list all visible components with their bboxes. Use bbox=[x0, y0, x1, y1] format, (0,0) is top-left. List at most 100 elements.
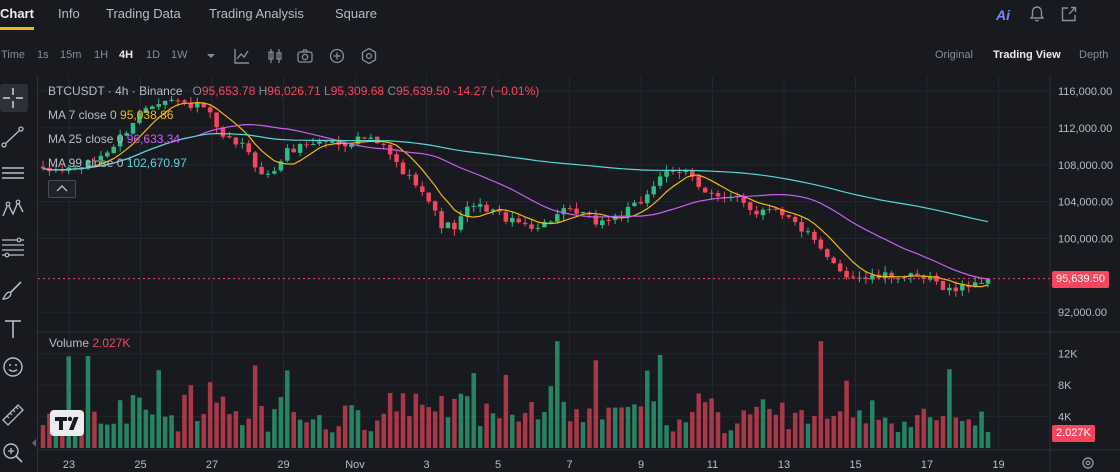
view-trading-view[interactable]: Trading View bbox=[993, 49, 1061, 61]
volume-bar bbox=[445, 417, 451, 448]
volume-bar bbox=[522, 412, 528, 448]
ma25-row[interactable]: MA 25 close 0 96,633.34 bbox=[48, 132, 180, 146]
volume-bar bbox=[735, 423, 740, 448]
candle-body bbox=[330, 141, 335, 143]
tab-trading-analysis[interactable]: Trading Analysis bbox=[209, 6, 304, 21]
volume-label: Volume bbox=[49, 336, 90, 350]
candle-body bbox=[452, 222, 457, 230]
camera-icon[interactable] bbox=[296, 47, 314, 65]
volume-bar bbox=[979, 411, 984, 448]
brush-icon[interactable] bbox=[0, 278, 26, 304]
volume-bar bbox=[773, 414, 779, 448]
ai-icon[interactable]: Ai bbox=[996, 7, 1010, 23]
candle-body bbox=[490, 209, 496, 212]
candle-body bbox=[130, 122, 136, 134]
symbol-label[interactable]: BTCUSDT · 4h · Binance bbox=[48, 84, 183, 98]
tab-chart[interactable]: Chart bbox=[0, 6, 34, 21]
volume-bar bbox=[863, 423, 869, 448]
candle-body bbox=[188, 102, 194, 108]
volume-bar bbox=[895, 431, 901, 448]
ma99-row[interactable]: MA 99 close 0 102,670.97 bbox=[48, 156, 187, 170]
candle-body bbox=[870, 274, 875, 280]
legend-collapse-button[interactable] bbox=[48, 180, 76, 198]
volume-bar bbox=[375, 420, 380, 448]
change-value: -14.27 (−0.01%) bbox=[452, 84, 540, 98]
candle-body bbox=[400, 162, 406, 175]
candle-body bbox=[786, 214, 791, 217]
candle-body bbox=[535, 227, 541, 229]
ma7-row[interactable]: MA 7 close 0 95,038.86 bbox=[48, 108, 173, 122]
volume-bar bbox=[805, 423, 811, 448]
candle-body bbox=[362, 137, 367, 139]
view-original[interactable]: Original bbox=[935, 49, 973, 61]
emoji-icon[interactable] bbox=[0, 354, 26, 380]
volume-bar bbox=[670, 431, 676, 448]
indicators-icon[interactable] bbox=[233, 47, 251, 65]
tab-info[interactable]: Info bbox=[58, 6, 80, 21]
volume-bar bbox=[66, 356, 71, 448]
sidebar-collapse-icon[interactable] bbox=[30, 438, 38, 448]
fibonacci-icon[interactable] bbox=[0, 234, 26, 260]
candle-body bbox=[79, 167, 84, 169]
volume-bar bbox=[908, 426, 914, 448]
volume-bar bbox=[407, 416, 412, 448]
settings-icon[interactable] bbox=[360, 47, 378, 65]
trend-line-icon[interactable] bbox=[0, 124, 26, 150]
crosshair-icon[interactable] bbox=[0, 85, 26, 111]
volume-bar bbox=[182, 394, 187, 448]
interval-1d[interactable]: 1D bbox=[146, 49, 161, 61]
date-tick-label: 9 bbox=[638, 459, 644, 471]
interval-dropdown-icon[interactable] bbox=[202, 47, 220, 65]
volume-bar bbox=[285, 370, 290, 448]
volume-bar bbox=[342, 405, 348, 448]
interval-1w[interactable]: 1W bbox=[171, 49, 188, 61]
volume-bar bbox=[291, 412, 296, 448]
candle-body bbox=[516, 218, 521, 223]
active-tab-indicator bbox=[0, 27, 34, 30]
candle-body bbox=[825, 249, 830, 257]
date-tick-label: Nov bbox=[345, 459, 365, 471]
zoom-in-icon[interactable] bbox=[0, 440, 26, 466]
price-chart[interactable]: 116,000.00 112,000.00 108,000.00 104,000.00… bbox=[38, 76, 1120, 472]
interval-4h[interactable]: 4H bbox=[119, 49, 134, 61]
chart-type-icon[interactable] bbox=[266, 47, 284, 65]
date-tick-label: 7 bbox=[566, 459, 572, 471]
candle-body bbox=[169, 99, 174, 101]
volume-bar bbox=[651, 401, 656, 448]
view-depth[interactable]: Depth bbox=[1079, 49, 1109, 61]
candle-body bbox=[259, 166, 264, 175]
pattern-tool-icon[interactable] bbox=[0, 196, 26, 222]
candle-body bbox=[915, 273, 920, 276]
chart-settings-gear-icon[interactable] bbox=[1080, 455, 1096, 471]
interval-1h[interactable]: 1H bbox=[94, 49, 109, 61]
tab-trading-data[interactable]: Trading Data bbox=[106, 6, 181, 21]
tab-square[interactable]: Square bbox=[335, 6, 377, 21]
volume-bar bbox=[870, 400, 875, 448]
interval-1s[interactable]: 1s bbox=[37, 49, 49, 61]
volume-bar bbox=[117, 400, 123, 448]
interval-15m[interactable]: 15m bbox=[60, 49, 82, 61]
horizontal-lines-icon[interactable] bbox=[0, 160, 26, 186]
candle-body bbox=[150, 106, 155, 109]
candlesticks bbox=[40, 95, 991, 297]
candle-body bbox=[497, 209, 502, 212]
text-tool-icon[interactable] bbox=[0, 316, 26, 342]
volume-bar bbox=[786, 429, 791, 448]
candle-body bbox=[625, 206, 631, 217]
ruler-icon[interactable] bbox=[0, 402, 26, 428]
volume-bar bbox=[227, 414, 232, 448]
volume-bar bbox=[580, 422, 586, 448]
volume-bar bbox=[664, 425, 669, 448]
add-indicator-icon[interactable] bbox=[328, 47, 346, 65]
current-price-tag: 95,639.50 bbox=[1052, 270, 1109, 288]
candle-body bbox=[471, 205, 476, 207]
candle-body bbox=[818, 239, 824, 249]
share-icon[interactable] bbox=[1060, 5, 1078, 23]
volume-bar bbox=[259, 406, 264, 448]
bell-icon[interactable] bbox=[1028, 5, 1046, 23]
candle-body bbox=[522, 222, 528, 225]
volume-bar bbox=[542, 412, 547, 448]
volume-bar bbox=[195, 421, 200, 448]
volume-bar bbox=[355, 410, 361, 448]
candle-body bbox=[342, 143, 348, 147]
